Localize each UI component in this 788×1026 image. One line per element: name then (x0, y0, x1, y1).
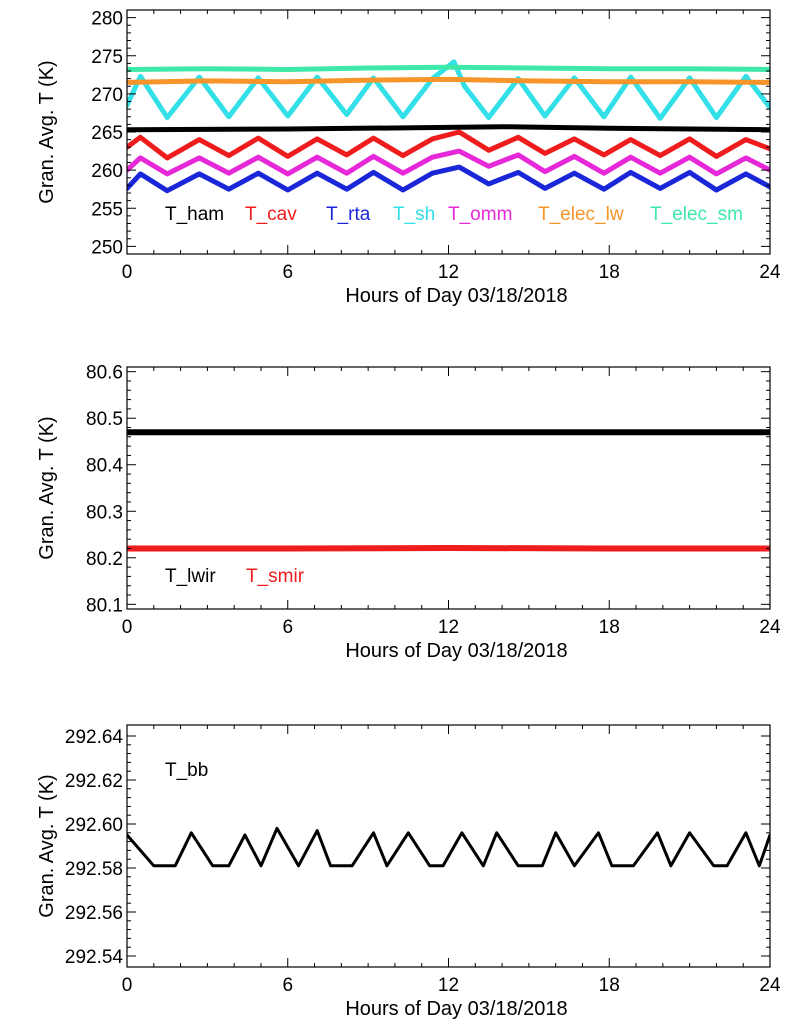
legend-label-t-cav: T_cav (245, 204, 297, 225)
temperature-panel-bottom: 0 6 12 18 24 292.54 292.56 292.58 292.60 292.62 29… (36, 724, 781, 1020)
legend-label-t-omm: T_omm (448, 204, 512, 225)
series-group (127, 429, 770, 552)
y-tick-label: 80.6 (86, 363, 123, 384)
y-tick-label: 80.1 (86, 595, 123, 616)
legend-label-t-elec-lw: T_elec_lw (538, 204, 624, 225)
x-tick-label: 24 (759, 975, 781, 996)
series-line-t-sh (127, 59, 770, 121)
y-tick-label: 280 (91, 9, 123, 30)
y-tick-label: 270 (91, 85, 123, 106)
y-tick-label: 250 (91, 237, 123, 258)
y-tick-label: 80.5 (86, 409, 123, 430)
legend-label-t-ham: T_ham (165, 204, 224, 225)
y-tick-label: 275 (91, 47, 123, 68)
series-line-t-elec-lw (127, 76, 770, 85)
series-line-t-omm (127, 148, 770, 177)
legend-label-t-lwir: T_lwir (165, 566, 216, 587)
y-tick-label: 80.4 (86, 456, 123, 477)
y-tick-label: 292.62 (65, 771, 123, 792)
series-line-t-bb (127, 826, 770, 868)
x-tick-label: 24 (759, 617, 781, 638)
x-tick-label: 24 (759, 262, 781, 283)
legend-label-t-elec-sm: T_elec_sm (650, 204, 743, 225)
y-tick-label: 292.54 (65, 947, 124, 968)
series-group (127, 59, 770, 194)
x-tick-label: 0 (122, 975, 133, 996)
y-tick-label: 255 (91, 199, 123, 220)
y-tick-label: 292.64 (65, 727, 124, 748)
y-axis-title: Gran. Avg. T (K) (36, 416, 58, 559)
x-axis-title: Hours of Day 03/18/2018 (345, 285, 567, 307)
series-line-t-rta (127, 164, 770, 194)
x-axis-title: Hours of Day 03/18/2018 (345, 640, 567, 662)
y-tick-label: 292.60 (65, 815, 123, 836)
x-tick-label: 18 (599, 262, 620, 283)
x-tick-label: 18 (599, 617, 620, 638)
x-tick-label: 6 (282, 617, 293, 638)
x-tick-label: 12 (438, 617, 459, 638)
y-tick-label: 80.2 (86, 549, 123, 570)
x-tick-label: 6 (282, 975, 293, 996)
y-tick-label: 292.58 (65, 859, 123, 880)
series-group (127, 826, 770, 868)
series-line-t-smir (127, 545, 770, 552)
y-axis-title: Gran. Avg. T (K) (36, 60, 58, 203)
x-tick-label: 0 (122, 262, 133, 283)
x-tick-label: 18 (599, 975, 620, 996)
temperature-panel-middle: 0 6 12 18 24 80.1 80.2 80.3 80.4 80.5 80.6 Hours of… (36, 363, 781, 662)
x-tick-label: 6 (282, 262, 293, 283)
x-tick-label: 12 (438, 975, 459, 996)
y-axis-title: Gran. Avg. T (K) (36, 774, 58, 917)
series-line-t-elec-sm (127, 64, 770, 72)
y-tick-label: 80.3 (86, 502, 123, 523)
legend-label-t-rta: T_rta (326, 204, 371, 225)
x-axis-title: Hours of Day 03/18/2018 (345, 998, 567, 1020)
y-tick-label: 265 (91, 123, 123, 144)
legend-label-t-bb: T_bb (165, 760, 208, 781)
series-line-t-cav (127, 129, 770, 161)
temperature-panel-top: 0 6 12 18 24 250 255 260 265 270 275 280 Hours of Da… (36, 9, 781, 307)
x-tick-label: 12 (438, 262, 459, 283)
y-tick-label: 292.56 (65, 903, 123, 924)
legend-label-t-smir: T_smir (246, 566, 305, 587)
y-tick-label: 260 (91, 161, 123, 182)
x-tick-label: 0 (122, 617, 133, 638)
legend-label-t-sh: T_sh (393, 204, 435, 225)
series-line-t-ham (127, 124, 770, 133)
